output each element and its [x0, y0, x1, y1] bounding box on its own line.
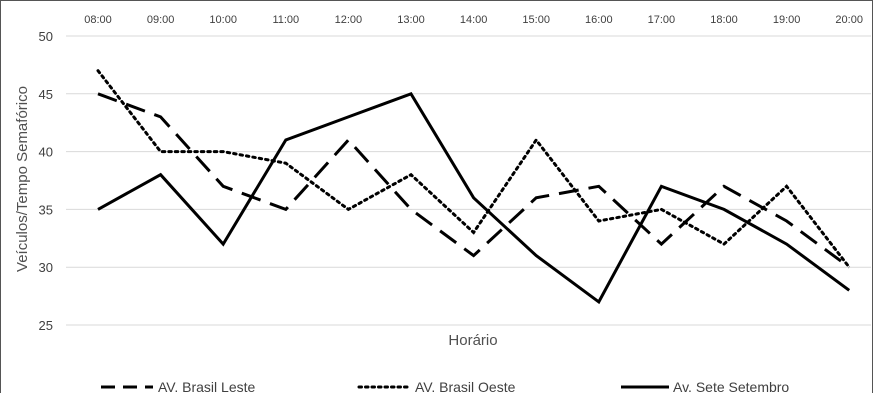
y-axis-title: Veículos/Tempo Semafórico — [14, 86, 31, 272]
x-tick-label: 16:00 — [585, 14, 613, 26]
x-tick-label: 19:00 — [773, 14, 801, 26]
x-tick-label: 11:00 — [272, 14, 299, 26]
y-tick-label: 40 — [39, 145, 53, 160]
legend: AV. Brasil Leste AV. Brasil Oeste Av. Sete… — [101, 379, 789, 394]
x-tick-label: 15:00 — [522, 14, 550, 26]
series-line-2 — [98, 71, 849, 268]
series-line-1 — [98, 94, 849, 267]
x-tick-label: 18:00 — [710, 14, 738, 26]
y-axis-ticks: 25 30 35 40 45 50 — [39, 29, 53, 333]
legend-label: Av. Sete Setembro — [673, 379, 789, 394]
x-tick-label: 10:00 — [209, 14, 237, 26]
x-tick-label: 12:00 — [335, 14, 363, 26]
y-tick-label: 45 — [39, 87, 53, 102]
gridlines — [66, 36, 871, 325]
x-axis-ticks: 08:00 09:00 10:00 11:00 12:00 13:00 14:00 15:00… — [84, 14, 863, 26]
y-tick-label: 35 — [39, 202, 53, 217]
x-tick-label: 14:00 — [460, 14, 488, 26]
x-tick-label: 13:00 — [397, 14, 425, 26]
y-tick-label: 30 — [39, 260, 53, 275]
y-tick-label: 50 — [39, 29, 53, 44]
x-tick-label: 09:00 — [147, 14, 175, 26]
legend-label: AV. Brasil Leste — [158, 379, 255, 394]
x-axis-title: Horário — [448, 332, 497, 349]
x-tick-label: 08:00 — [84, 14, 112, 26]
legend-label: AV. Brasil Oeste — [415, 379, 516, 394]
y-tick-label: 25 — [39, 318, 53, 333]
x-tick-label: 20:00 — [835, 14, 863, 26]
x-tick-label: 17:00 — [648, 14, 676, 26]
